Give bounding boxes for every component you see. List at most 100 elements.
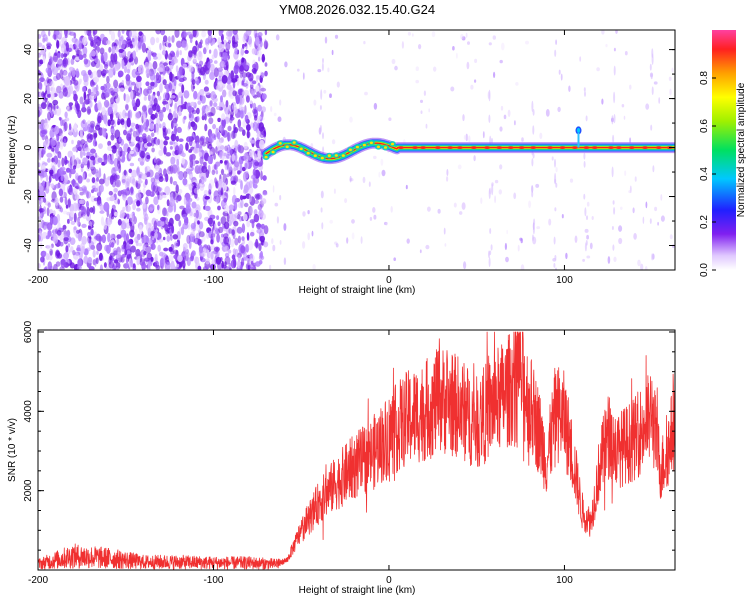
noise-blob (210, 91, 216, 101)
noise-blob (176, 263, 180, 268)
faint-blob (499, 164, 503, 170)
noise-blob (190, 222, 196, 230)
noise-blob (230, 110, 234, 118)
faint-blob (474, 79, 477, 83)
noise-blob (130, 258, 134, 268)
noise-blob (258, 243, 262, 252)
noise-blob (242, 166, 246, 172)
noise-blob (255, 75, 259, 83)
noise-blob (64, 121, 68, 132)
noise-blob (209, 100, 213, 107)
noise-blob (106, 217, 113, 225)
noise-blob (254, 36, 260, 46)
streak-blob (584, 207, 587, 217)
noise-blob (229, 267, 232, 270)
noise-blob (168, 82, 173, 92)
noise-blob (193, 90, 198, 100)
noise-blob (244, 171, 249, 179)
noise-blob (186, 257, 191, 267)
noise-blob (158, 238, 164, 243)
noise-blob (169, 217, 174, 227)
noise-blob (219, 159, 223, 164)
noise-blob (241, 257, 245, 267)
noise-blob (68, 123, 72, 131)
band-blob-core (313, 154, 317, 157)
noise-blob (170, 95, 176, 99)
noise-blob (48, 30, 51, 37)
faint-blob (446, 176, 449, 182)
noise-blob (154, 253, 158, 262)
noise-blob (40, 219, 45, 229)
streak-blob (612, 200, 615, 205)
spectrogram-frame (37, 29, 676, 271)
band-dot (591, 146, 598, 150)
faint-blob (275, 34, 280, 41)
noise-blob (143, 207, 147, 217)
noise-blob (48, 174, 52, 183)
noise-blob (153, 97, 158, 107)
faint-blob (637, 259, 641, 267)
faint-blob (613, 256, 617, 262)
spectrogram-xtick-label: 100 (556, 275, 573, 286)
faint-blob (555, 39, 557, 45)
faint-blob (574, 235, 578, 243)
noise-blob (49, 215, 54, 226)
noise-blob (45, 67, 51, 74)
noise-blob (135, 98, 141, 108)
noise-blob (199, 137, 205, 146)
chart-title: YM08.2026.032.15.40.G24 (279, 2, 435, 17)
noise-blob (153, 232, 158, 239)
noise-blob (189, 154, 194, 162)
noise-blob (228, 228, 233, 234)
noise-blob (90, 50, 97, 57)
faint-blob (334, 241, 338, 245)
noise-blob (192, 85, 196, 90)
noise-blob (159, 83, 163, 93)
noise-blob (238, 65, 245, 75)
noise-blob (215, 146, 218, 154)
noise-blob (195, 40, 198, 46)
noise-blob (216, 180, 223, 191)
noise-blob (54, 173, 59, 182)
noise-blob (183, 115, 187, 120)
spectrogram-xtick-label: 0 (386, 275, 392, 286)
noise-blob (162, 62, 168, 67)
noise-blob (104, 177, 110, 187)
noise-blob (243, 202, 249, 208)
noise-blob (123, 56, 129, 64)
faint-blob (311, 230, 314, 237)
noise-blob (109, 160, 115, 165)
noise-blob (101, 106, 106, 116)
noise-blob (64, 155, 68, 166)
noise-blob (156, 194, 163, 201)
streak-blob (651, 86, 654, 95)
noise-blob (81, 185, 88, 192)
noise-blob (96, 69, 102, 78)
noise-blob (125, 93, 130, 104)
noise-blob (219, 257, 223, 262)
noise-blob (138, 31, 143, 36)
noise-blob (192, 45, 198, 55)
noise-blob (62, 53, 68, 58)
noise-blob (241, 223, 246, 234)
band-dot (607, 146, 614, 150)
noise-blob (147, 134, 151, 143)
noise-blob (160, 30, 166, 36)
noise-blob (61, 157, 65, 167)
noise-blob (39, 90, 42, 99)
faint-blob (601, 98, 604, 105)
noise-blob (217, 261, 222, 270)
noise-blob (160, 220, 165, 227)
noise-blob (77, 140, 83, 151)
noise-blob (66, 104, 70, 111)
noise-blob (192, 123, 198, 131)
noise-blob (226, 76, 232, 85)
streak-blob (585, 239, 588, 246)
noise-blob (56, 105, 59, 109)
noise-blob (146, 142, 153, 147)
noise-blob (162, 100, 169, 105)
noise-blob (50, 138, 55, 148)
noise-blob (165, 229, 170, 235)
noise-blob (235, 37, 239, 41)
faint-blob (605, 43, 608, 48)
